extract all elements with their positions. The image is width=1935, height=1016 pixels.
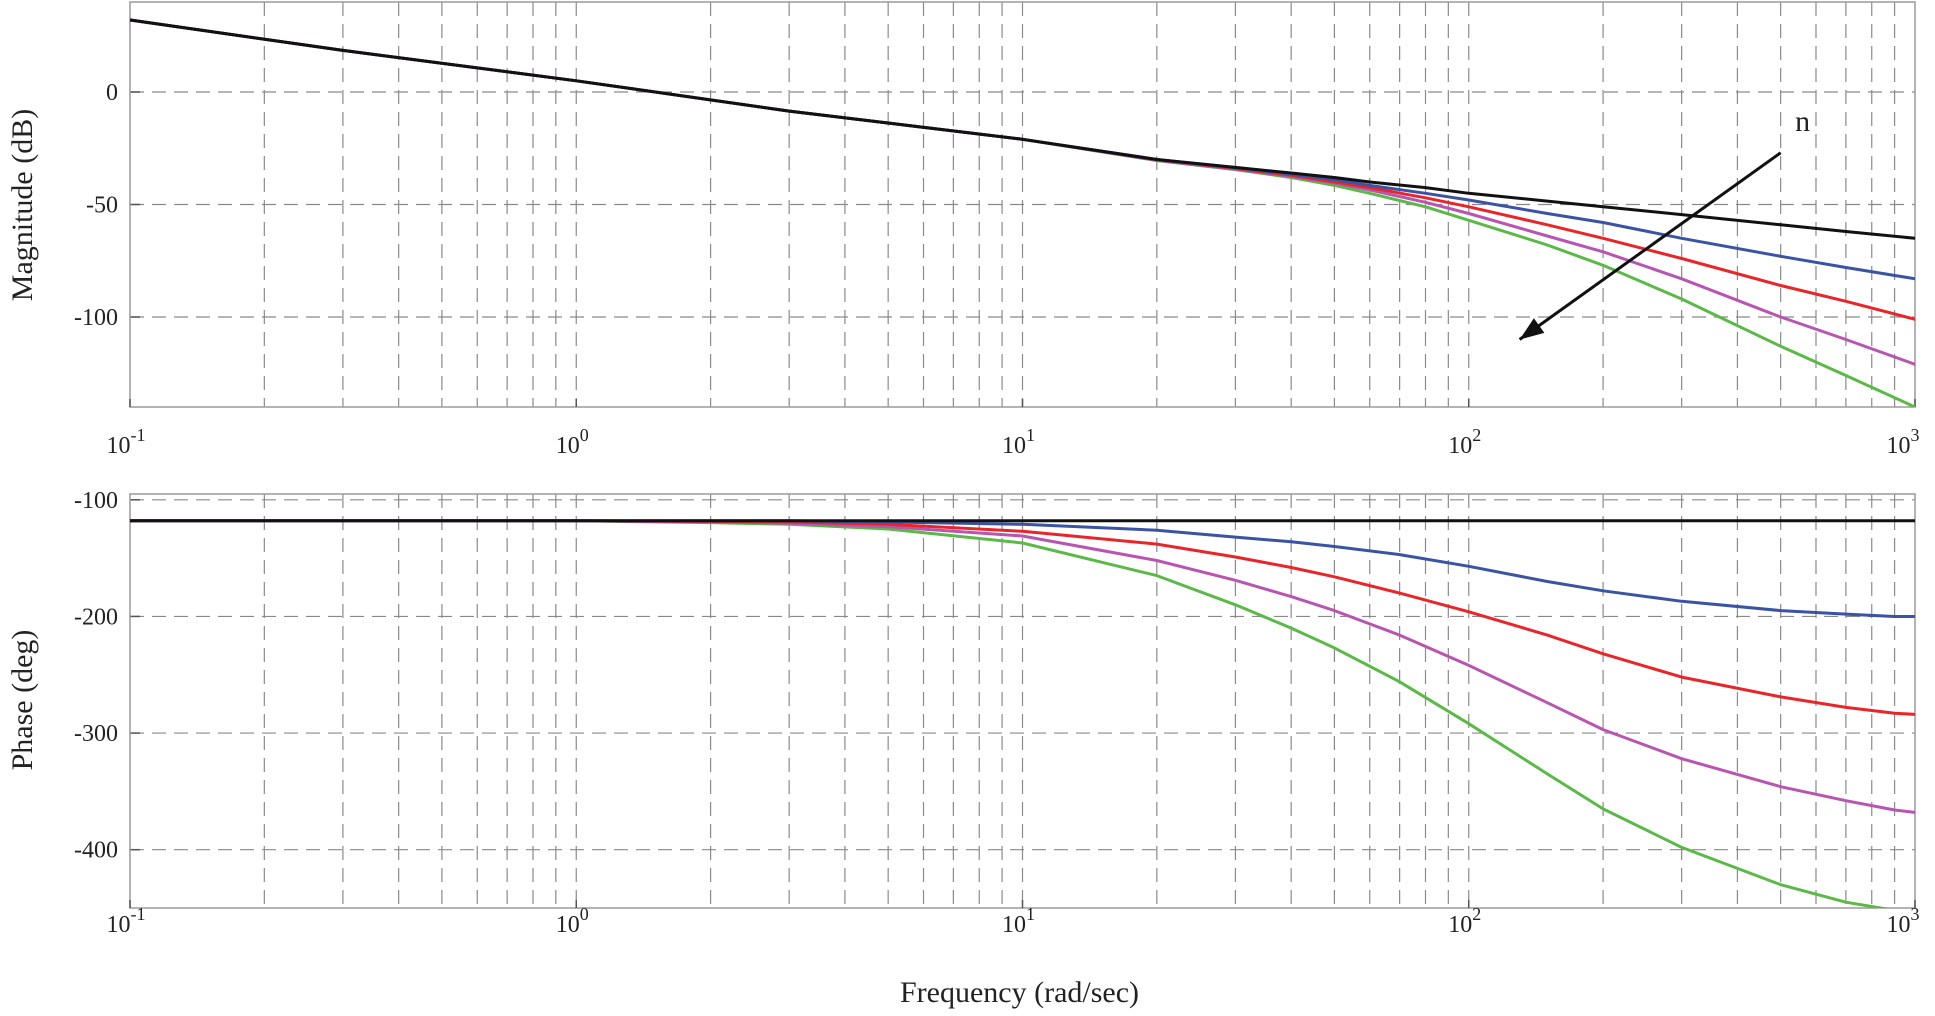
series-group xyxy=(130,519,1915,908)
x-tick-label: 103 xyxy=(1887,904,1920,938)
phase-panel: -100 -200 -300 -400 10-1 100 101 102 103 Phase (d… xyxy=(6,488,1920,1009)
y-tick-label: -400 xyxy=(74,838,118,864)
x-tick-label: 101 xyxy=(1002,425,1035,459)
annotation-arrowhead xyxy=(1519,318,1545,340)
y-tick-label: -300 xyxy=(74,721,118,747)
y-tick-label: -100 xyxy=(74,488,118,514)
x-tick-label: 10-1 xyxy=(107,425,146,459)
annotation-arrow xyxy=(1518,151,1782,341)
x-tick-label: 100 xyxy=(556,425,589,459)
series-line-black xyxy=(130,18,1915,240)
annotation-label: n xyxy=(1795,105,1810,138)
series-group xyxy=(130,18,1915,407)
x-tick-label: 103 xyxy=(1887,425,1920,459)
y-tick-label: -50 xyxy=(86,193,118,219)
y-axis-label: Magnitude (dB) xyxy=(6,109,39,301)
x-axis-label: Frequency (rad/sec) xyxy=(900,976,1139,1009)
y-axis-label: Phase (deg) xyxy=(6,630,39,771)
x-tick-label: 102 xyxy=(1448,904,1481,938)
y-tick-label: -100 xyxy=(74,305,118,331)
y-tick-label: 0 xyxy=(106,80,118,106)
magnitude-panel: 0 -50 -100 10-1 100 101 102 103 Magnitude (dB) n xyxy=(6,1,1920,459)
x-tick-label: 101 xyxy=(1002,904,1035,938)
x-tick-label: 100 xyxy=(556,904,589,938)
x-tick-label: 102 xyxy=(1448,425,1481,459)
x-tick-label: 10-1 xyxy=(107,904,146,938)
y-tick-label: -200 xyxy=(74,604,118,630)
